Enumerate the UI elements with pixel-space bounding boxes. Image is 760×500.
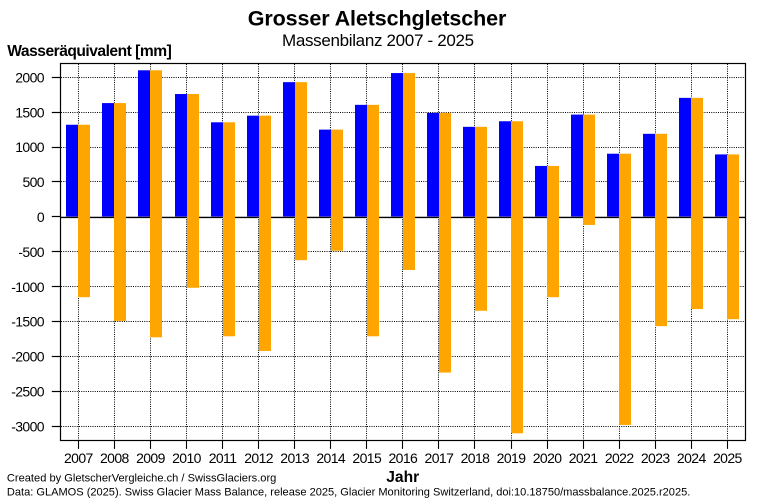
svg-text:Wasseräquivalent [mm]: Wasseräquivalent [mm] [7,43,171,60]
svg-text:2000: 2000 [15,69,45,85]
svg-text:-2500: -2500 [11,384,45,400]
svg-text:2025: 2025 [713,450,743,466]
svg-text:0: 0 [37,209,45,225]
svg-text:-1500: -1500 [11,314,45,330]
svg-text:-500: -500 [18,244,44,260]
svg-text:2024: 2024 [677,450,707,466]
svg-text:Grosser Aletschgletscher: Grosser Aletschgletscher [248,7,507,31]
svg-text:2007: 2007 [64,450,94,466]
svg-text:-1000: -1000 [11,279,45,295]
svg-text:2020: 2020 [533,450,563,466]
svg-text:-2000: -2000 [11,349,45,365]
svg-text:2015: 2015 [352,450,382,466]
svg-text:2023: 2023 [641,450,671,466]
svg-text:Data: GLAMOS (2025). Swiss Gla: Data: GLAMOS (2025). Swiss Glacier Mass … [7,486,690,498]
svg-text:2022: 2022 [605,450,635,466]
svg-text:Jahr: Jahr [386,469,419,486]
svg-text:Massenbilanz 2007 - 2025: Massenbilanz 2007 - 2025 [282,31,474,50]
svg-text:2009: 2009 [136,450,166,466]
svg-text:-3000: -3000 [11,418,45,434]
svg-text:2016: 2016 [388,450,418,466]
svg-text:500: 500 [22,174,44,190]
svg-text:Created by GletscherVergleiche: Created by GletscherVergleiche.ch / Swis… [7,472,276,484]
svg-text:2019: 2019 [497,450,527,466]
svg-text:2013: 2013 [280,450,310,466]
svg-text:2017: 2017 [425,450,455,466]
svg-text:2014: 2014 [316,450,346,466]
svg-text:2012: 2012 [244,450,274,466]
svg-text:2021: 2021 [569,450,599,466]
svg-text:2018: 2018 [461,450,491,466]
svg-text:1000: 1000 [15,139,45,155]
svg-text:2010: 2010 [172,450,202,466]
svg-text:1500: 1500 [15,104,45,120]
svg-text:2008: 2008 [100,450,130,466]
svg-text:2011: 2011 [209,450,238,466]
